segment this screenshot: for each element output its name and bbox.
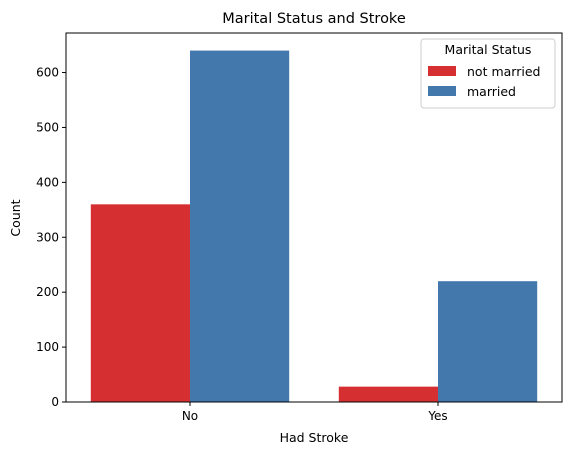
legend: Marital Status not married married [420,38,556,109]
x-tick-label-yes: Yes [427,409,447,423]
y-tick-label: 0 [51,395,59,409]
bar-married-yes [438,281,538,402]
legend-swatch-married [428,86,456,96]
x-tick-label-no: No [182,409,198,423]
y-tick-label: 300 [36,230,59,244]
bar-married-no [190,50,290,402]
y-tick-label: 500 [36,120,59,134]
plot-frame [65,32,563,403]
x-ticks-group: No Yes [182,402,448,423]
y-tick-label: 200 [36,285,59,299]
chart-title: Marital Status and Stroke [222,11,406,27]
y-ticks-group: 0 100 200 300 400 500 600 [36,66,66,409]
legend-title: Marital Status [445,42,532,57]
legend-swatch-not-married [428,66,456,76]
y-tick-label: 100 [36,340,59,354]
bar-not-married-no [90,204,190,402]
y-axis-label: Count [8,199,23,236]
legend-items: not married married [428,64,540,99]
y-tick-label: 600 [36,66,59,80]
y-tick-label: 400 [36,175,59,189]
legend-label-not-married: not married [467,64,540,79]
x-axis-label: Had Stroke [280,430,349,445]
bars-group [90,50,538,403]
bar-not-married-yes [338,386,438,403]
legend-label-married: married [467,84,516,99]
